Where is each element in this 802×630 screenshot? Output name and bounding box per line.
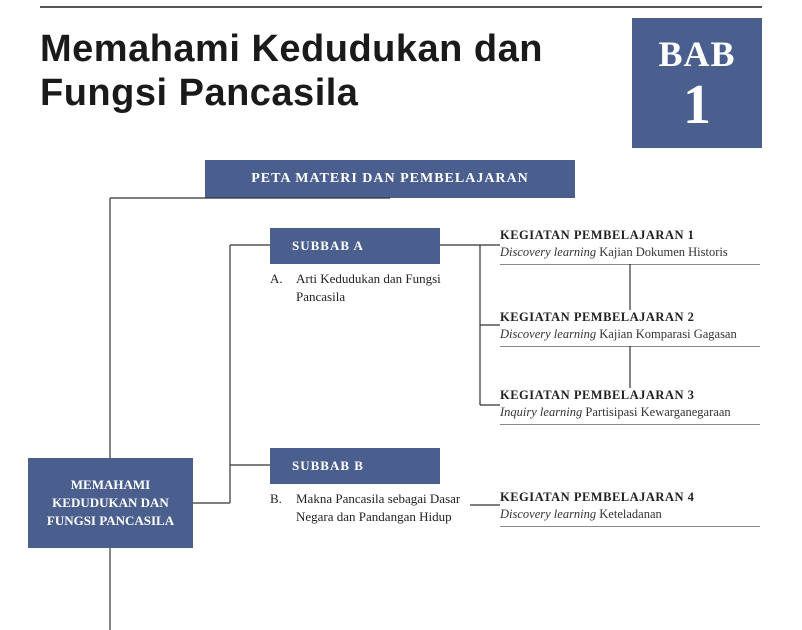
subbab-b-body: B. Makna Pancasila sebagai Dasar Negara …: [270, 490, 470, 526]
subbab-b-text: Makna Pancasila sebagai Dasar Negara dan…: [270, 490, 470, 526]
activity-divider: [500, 424, 760, 425]
activity-4-topic: Keteladanan: [596, 507, 662, 521]
map-header: PETA MATERI DAN PEMBELAJARAN: [205, 160, 575, 198]
activity-divider: [500, 346, 760, 347]
subbab-a-header: SUBBAB A: [270, 228, 440, 264]
activity-2-method: Discovery learning: [500, 327, 596, 341]
activity-3-method: Inquiry learning: [500, 405, 582, 419]
activity-1-topic: Kajian Dokumen Historis: [596, 245, 728, 259]
activity-2: KEGIATAN PEMBELAJARAN 2 Discovery learni…: [500, 310, 780, 342]
subbab-b-letter: B.: [270, 490, 282, 508]
activity-4: KEGIATAN PEMBELAJARAN 4 Discovery learni…: [500, 490, 780, 522]
activity-3-desc: Inquiry learning Partisipasi Kewarganega…: [500, 405, 780, 420]
top-rule: [40, 6, 762, 8]
subbab-a-letter: A.: [270, 270, 283, 288]
chapter-badge: BAB 1: [632, 18, 762, 148]
chapter-label: BAB: [658, 33, 735, 75]
activity-divider: [500, 526, 760, 527]
activity-1-desc: Discovery learning Kajian Dokumen Histor…: [500, 245, 780, 260]
activity-4-title: KEGIATAN PEMBELAJARAN 4: [500, 490, 780, 505]
subbab-b-header: SUBBAB B: [270, 448, 440, 484]
page-title: Memahami Kedudukan dan Fungsi Pancasila: [40, 28, 560, 115]
root-node: MEMAHAMI KEDUDUKAN DAN FUNGSI PANCASILA: [28, 458, 193, 548]
activity-3: KEGIATAN PEMBELAJARAN 3 Inquiry learning…: [500, 388, 780, 420]
activity-divider: [500, 264, 760, 265]
root-label: MEMAHAMI KEDUDUKAN DAN FUNGSI PANCASILA: [36, 476, 185, 531]
activity-2-topic: Kajian Komparasi Gagasan: [596, 327, 737, 341]
chapter-number: 1: [683, 77, 711, 133]
activity-1: KEGIATAN PEMBELAJARAN 1 Discovery learni…: [500, 228, 780, 260]
activity-1-method: Discovery learning: [500, 245, 596, 259]
activity-4-desc: Discovery learning Keteladanan: [500, 507, 780, 522]
activity-3-topic: Partisipasi Kewarganegaraan: [582, 405, 730, 419]
activity-2-desc: Discovery learning Kajian Komparasi Gaga…: [500, 327, 780, 342]
subbab-a-body: A. Arti Kedudukan dan Fungsi Pancasila: [270, 270, 470, 306]
activity-3-title: KEGIATAN PEMBELAJARAN 3: [500, 388, 780, 403]
subbab-a-text: Arti Kedudukan dan Fungsi Pancasila: [270, 270, 470, 306]
activity-2-title: KEGIATAN PEMBELAJARAN 2: [500, 310, 780, 325]
activity-1-title: KEGIATAN PEMBELAJARAN 1: [500, 228, 780, 243]
activity-4-method: Discovery learning: [500, 507, 596, 521]
